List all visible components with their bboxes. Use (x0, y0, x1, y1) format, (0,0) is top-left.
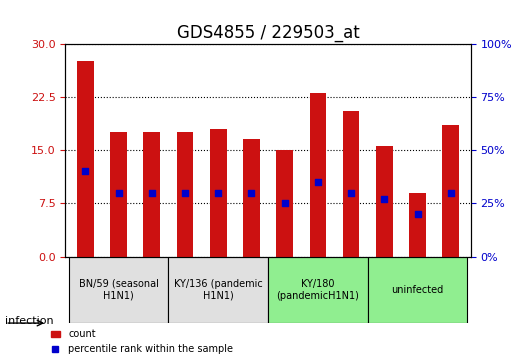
Point (413, 211, 422, 217)
Point (147, 190, 156, 196)
Bar (143, 132, 160, 257)
Bar (243, 139, 260, 257)
Bar (376, 147, 393, 257)
Text: BN/59 (seasonal
H1N1): BN/59 (seasonal H1N1) (78, 279, 158, 301)
Bar (442, 125, 459, 257)
Point (81, 168, 89, 174)
Point (447, 190, 455, 196)
Text: uninfected: uninfected (391, 285, 444, 295)
Point (347, 190, 355, 196)
Title: GDS4855 / 229503_at: GDS4855 / 229503_at (177, 24, 359, 42)
Bar (276, 150, 293, 257)
Point (181, 190, 189, 196)
FancyBboxPatch shape (268, 257, 368, 323)
Bar (409, 193, 426, 257)
Bar (343, 111, 359, 257)
Bar (110, 132, 127, 257)
Bar (77, 61, 94, 257)
Point (115, 190, 123, 196)
Text: infection: infection (5, 316, 54, 326)
Point (247, 190, 256, 196)
Legend: count, percentile rank within the sample: count, percentile rank within the sample (47, 326, 237, 358)
FancyBboxPatch shape (368, 257, 468, 323)
Point (214, 190, 222, 196)
Text: KY/136 (pandemic
H1N1): KY/136 (pandemic H1N1) (174, 279, 263, 301)
Point (280, 200, 289, 206)
Text: KY/180
(pandemicH1N1): KY/180 (pandemicH1N1) (277, 279, 359, 301)
Bar (310, 93, 326, 257)
Point (314, 179, 322, 185)
FancyBboxPatch shape (168, 257, 268, 323)
FancyBboxPatch shape (69, 257, 168, 323)
Bar (177, 132, 194, 257)
Bar (210, 129, 226, 257)
Point (380, 196, 389, 202)
